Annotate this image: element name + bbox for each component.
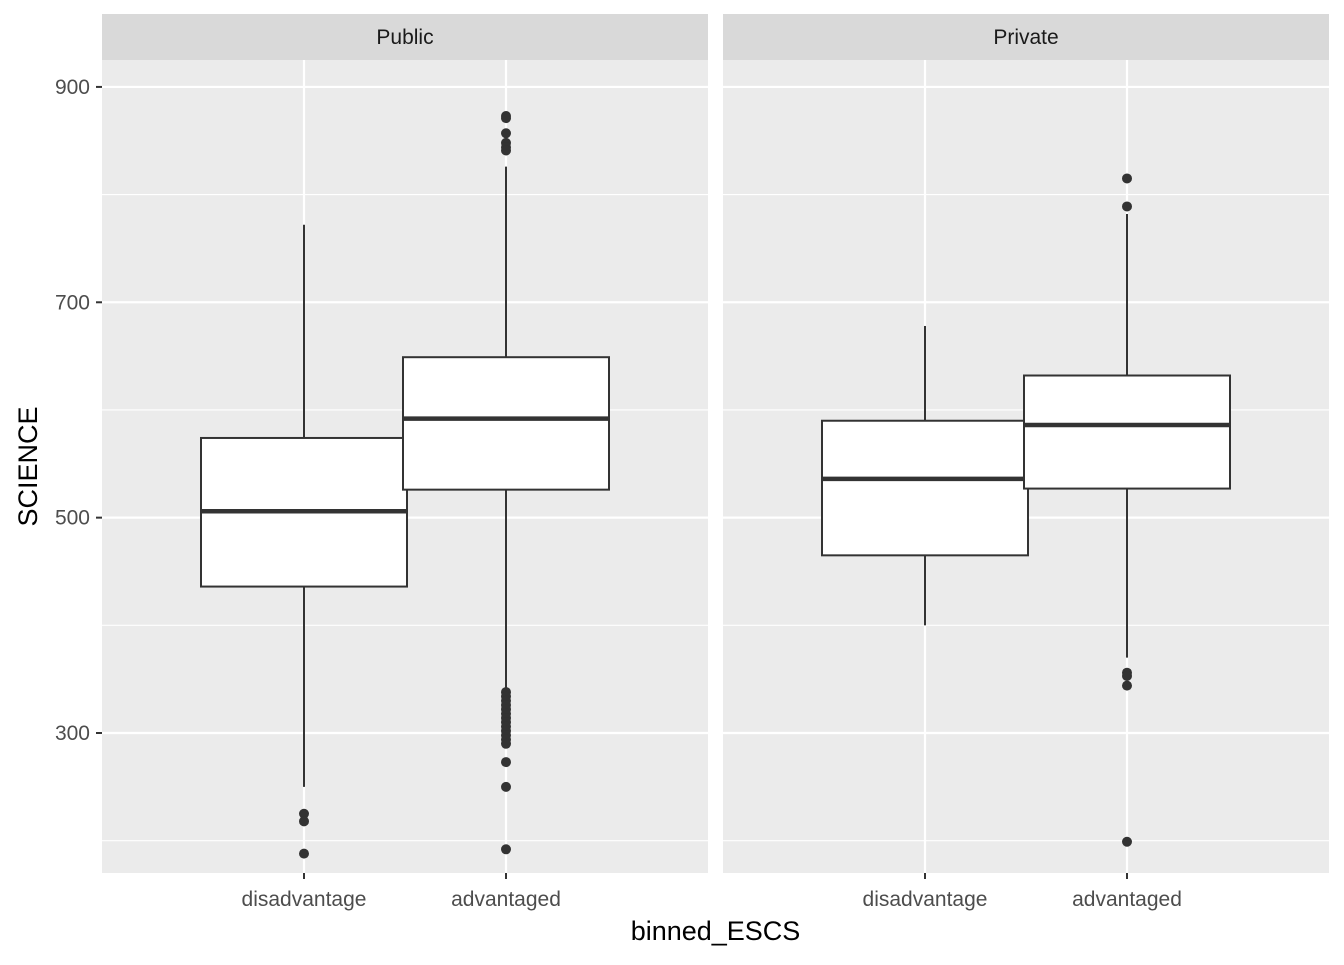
facet-strip — [723, 14, 1329, 60]
y-tick-label: 500 — [55, 507, 90, 530]
outlier-point — [501, 128, 511, 139]
outlier-point — [501, 738, 511, 749]
box-iqr — [1023, 374, 1231, 490]
outlier-point — [501, 113, 511, 124]
y-tick-label: 300 — [55, 722, 90, 745]
x-tick-label: advantaged — [1072, 888, 1182, 911]
outlier-point — [299, 816, 309, 827]
outlier-point — [501, 757, 511, 768]
facet-strip — [102, 14, 708, 60]
outlier-point — [299, 808, 309, 819]
outlier-point — [1122, 680, 1132, 691]
outlier-point — [501, 844, 511, 855]
x-tick-label: disadvantage — [863, 888, 988, 911]
x-axis-title: binned_ESCS — [631, 916, 801, 946]
facet-label: Public — [376, 26, 433, 49]
y-axis-title: SCIENCE — [13, 406, 43, 526]
y-tick-label: 700 — [55, 291, 90, 314]
y-tick-label: 900 — [55, 76, 90, 99]
outlier-point — [1122, 836, 1132, 847]
box-iqr — [821, 419, 1029, 557]
outlier-point — [501, 145, 511, 156]
x-tick-label: disadvantage — [242, 888, 367, 911]
outlier-point — [299, 848, 309, 859]
x-tick-label: advantaged — [451, 888, 561, 911]
outlier-point — [1122, 670, 1132, 681]
box-iqr — [402, 356, 610, 491]
outlier-point — [501, 781, 511, 792]
outlier-point — [1122, 173, 1132, 184]
outlier-point — [1122, 201, 1132, 212]
facet-label: Private — [993, 26, 1058, 49]
